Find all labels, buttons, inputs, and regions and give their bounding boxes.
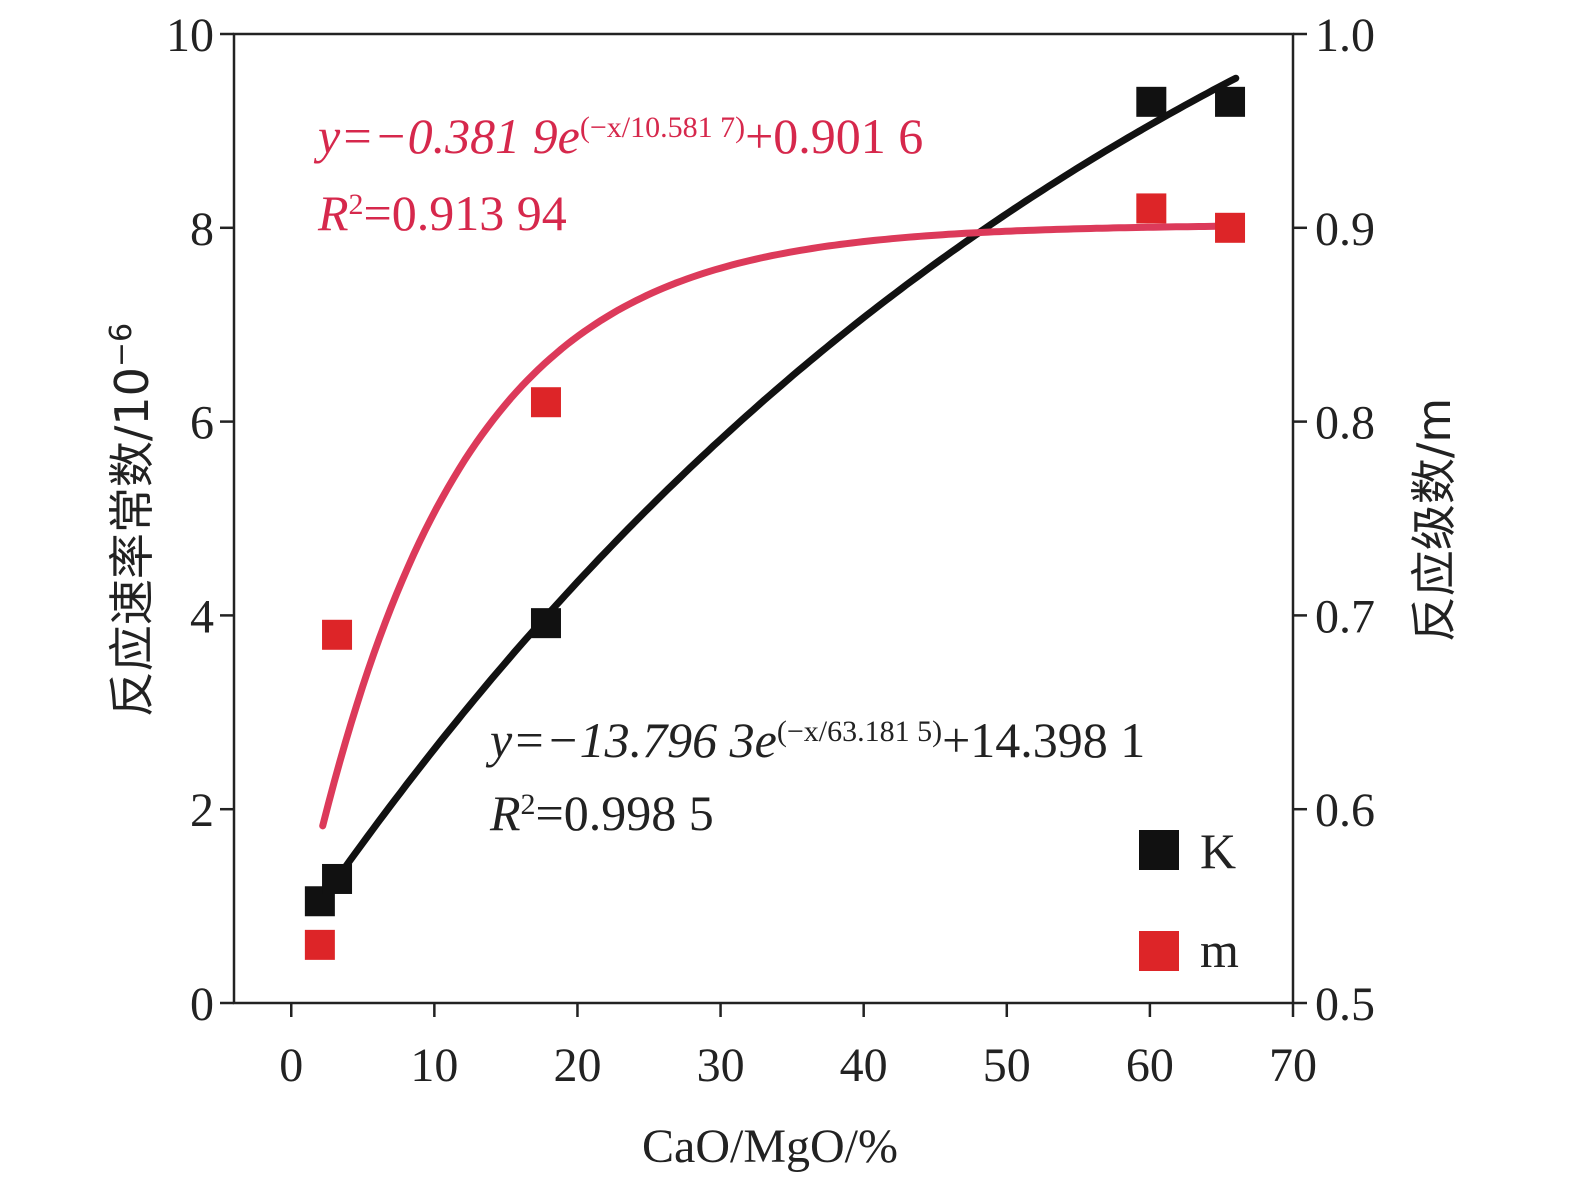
y-right-tick-label: 0.7: [1315, 590, 1375, 643]
k-r2-r: R: [489, 785, 521, 841]
plot-frame: [232, 32, 1295, 1005]
m-r2-value: =0.913 94: [364, 185, 567, 241]
y-right-tick-label: 0.9: [1315, 203, 1375, 256]
legend-label-k: K: [1200, 823, 1236, 879]
m-data-point: [1136, 193, 1167, 224]
k-data-point: [322, 863, 353, 894]
x-tick-label: 70: [1269, 1039, 1317, 1092]
y-left-tick-label: 6: [190, 397, 214, 450]
k-eq-post: +14.398 1: [942, 712, 1145, 768]
y-right-tick-label: 0.6: [1315, 784, 1375, 837]
k-fit-equation: y=−13.796 3e(−x/63.181 5)+14.398 1: [485, 712, 1145, 768]
y-left-tick-label: 8: [190, 203, 214, 256]
k-data-point: [530, 608, 561, 639]
m-eq-exp: (−x/10.581 7): [580, 111, 745, 144]
m-eq-post: +0.901 6: [745, 108, 923, 164]
y-left-axis-title: 反应速率常数/10−6: [104, 323, 160, 717]
m-fit-r2: R2=0.913 94: [317, 185, 567, 241]
y-right-tick-label: 0.5: [1315, 978, 1375, 1031]
x-tick-label: 0: [279, 1039, 303, 1092]
m-eq-pre: y=−0.381 9e: [313, 108, 580, 164]
data-points: [304, 86, 1246, 960]
m-r2-exp: 2: [349, 188, 364, 221]
k-fit-r2: R2=0.998 5: [489, 785, 714, 841]
y-left-tick-label: 10: [166, 9, 214, 62]
m-data-point: [322, 619, 353, 650]
m-data-point: [304, 929, 335, 960]
m-fit-equation: y=−0.381 9e(−x/10.581 7)+0.901 6: [313, 108, 923, 164]
k-data-point: [1136, 86, 1167, 117]
y-right-tick-label: 1.0: [1315, 9, 1375, 62]
x-tick-label: 30: [697, 1039, 745, 1092]
axes: 0 10 20 30 40 50 60 70 0 2 4 6 8 10 0.5 0.6 0.7 0.8 0.9 1.0: [166, 9, 1375, 1092]
y-left-tick-label: 4: [190, 590, 214, 643]
k-r2-exp: 2: [521, 788, 536, 821]
k-eq-pre: y=−13.796 3e: [485, 712, 777, 768]
x-tick-label: 20: [553, 1039, 601, 1092]
y-left-tick-label: 0: [190, 978, 214, 1031]
k-fit-curve: [323, 74, 1240, 897]
m-fit-curve: [319, 222, 1237, 830]
x-tick-label: 60: [1126, 1039, 1174, 1092]
k-r2-value: =0.998 5: [536, 785, 714, 841]
m-data-point: [530, 387, 561, 418]
legend: K m: [1139, 823, 1239, 978]
fit-curves: [319, 74, 1240, 897]
legend-label-m: m: [1200, 922, 1239, 978]
y-right-axis-title: 反应级数/m: [1407, 398, 1461, 642]
x-axis-title: CaO/MgO/%: [642, 1120, 898, 1173]
y-right-tick-label: 0.8: [1315, 397, 1375, 450]
y-left-axis-title-text: 反应速率常数/10: [105, 367, 159, 717]
k-data-point: [1215, 86, 1246, 117]
m-data-point: [1215, 212, 1246, 243]
legend-marker-k: [1139, 830, 1179, 870]
y-left-axis-title-exponent: −6: [104, 323, 139, 367]
y-left-tick-label: 2: [190, 784, 214, 837]
x-tick-label: 40: [840, 1039, 888, 1092]
legend-marker-m: [1139, 931, 1179, 971]
x-tick-label: 50: [983, 1039, 1031, 1092]
x-tick-label: 10: [410, 1039, 458, 1092]
k-eq-exp: (−x/63.181 5): [777, 715, 942, 748]
m-r2-r: R: [317, 185, 349, 241]
